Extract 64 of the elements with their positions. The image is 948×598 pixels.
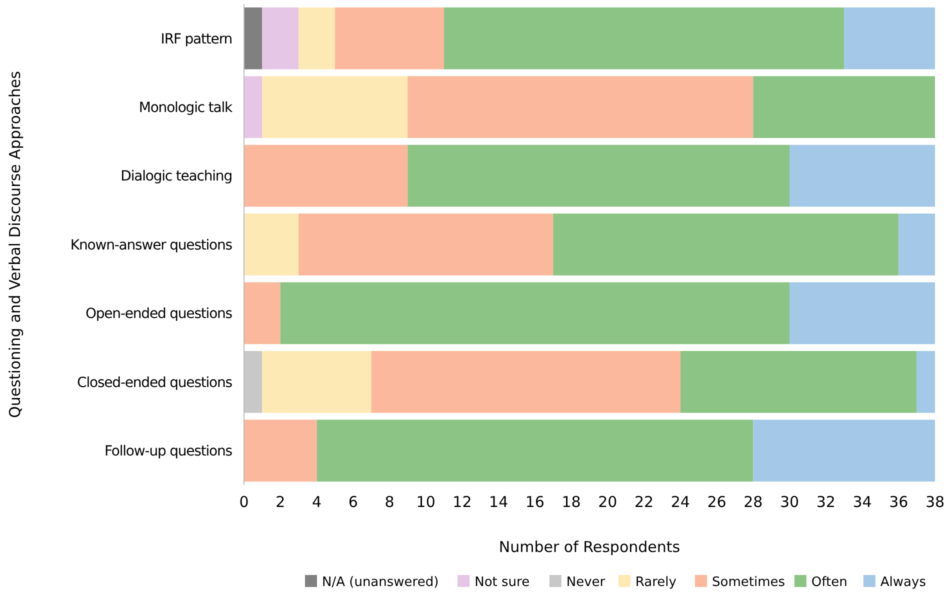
x-tick-label: 28 — [744, 493, 763, 511]
bar — [680, 351, 917, 413]
bar — [244, 7, 262, 70]
x-tick-label: 24 — [670, 493, 690, 511]
x-tick-label: 2 — [276, 493, 286, 511]
bar — [371, 351, 680, 413]
legend-label: Rarely — [635, 575, 677, 590]
x-tick-label: 6 — [348, 493, 358, 511]
x-tick-label: 38 — [925, 493, 945, 511]
bar — [244, 144, 408, 207]
bar — [844, 7, 935, 70]
bar — [244, 420, 317, 482]
x-tick-label: 32 — [816, 493, 836, 511]
legend-label: Often — [811, 575, 848, 590]
bar — [790, 282, 935, 344]
bar — [790, 144, 935, 207]
y-tick-label: Dialogic teaching — [120, 168, 232, 185]
bar — [244, 76, 262, 138]
bar — [444, 7, 844, 70]
y-axis-title: Questioning and Verbal Discourse Approaches — [6, 70, 24, 418]
bar — [408, 76, 754, 138]
y-tick-label: IRF pattern — [160, 31, 232, 48]
bar — [753, 420, 935, 482]
legend-label: Always — [880, 575, 926, 590]
bar — [262, 7, 299, 70]
y-tick-label: Closed-ended questions — [77, 374, 232, 391]
x-tick-label: 16 — [525, 493, 544, 511]
bar — [298, 214, 554, 276]
bar — [408, 144, 790, 207]
x-tick-label: 34 — [852, 493, 872, 511]
bar — [553, 214, 899, 276]
bar — [280, 282, 790, 344]
bar — [244, 282, 280, 344]
x-tick-label: 18 — [562, 493, 581, 511]
y-tick-label: Monologic talk — [138, 100, 234, 116]
bar — [316, 420, 754, 482]
legend-label: N/A (unanswered) — [322, 575, 439, 590]
bar — [298, 7, 335, 70]
y-tick-label: Follow-up questions — [104, 444, 232, 460]
legend-label: Sometimes — [712, 575, 786, 590]
bar — [753, 76, 935, 138]
y-tick-label: Open-ended questions — [85, 306, 232, 322]
x-tick-label: 12 — [452, 493, 472, 511]
y-tick-label: Known-answer questions — [70, 237, 232, 254]
x-tick-label: 14 — [489, 493, 508, 511]
bar — [916, 351, 935, 413]
bar — [244, 351, 262, 413]
legend-label: Not sure — [474, 575, 530, 590]
bar — [898, 214, 935, 276]
x-axis-title: Number of Respondents — [498, 538, 680, 556]
x-tick-label: 8 — [384, 493, 394, 511]
legend-label: Never — [566, 575, 606, 590]
x-tick-label: 10 — [416, 493, 436, 511]
bar — [262, 76, 408, 138]
x-tick-label: 36 — [889, 493, 908, 511]
x-tick-label: 4 — [312, 493, 322, 511]
x-tick-label: 0 — [239, 493, 249, 511]
bar — [244, 214, 299, 276]
bar — [334, 7, 444, 70]
x-tick-label: 26 — [707, 493, 726, 511]
x-tick-label: 30 — [780, 493, 800, 511]
x-tick-label: 22 — [634, 493, 654, 511]
x-tick-label: 20 — [598, 493, 618, 511]
bar — [262, 351, 372, 413]
